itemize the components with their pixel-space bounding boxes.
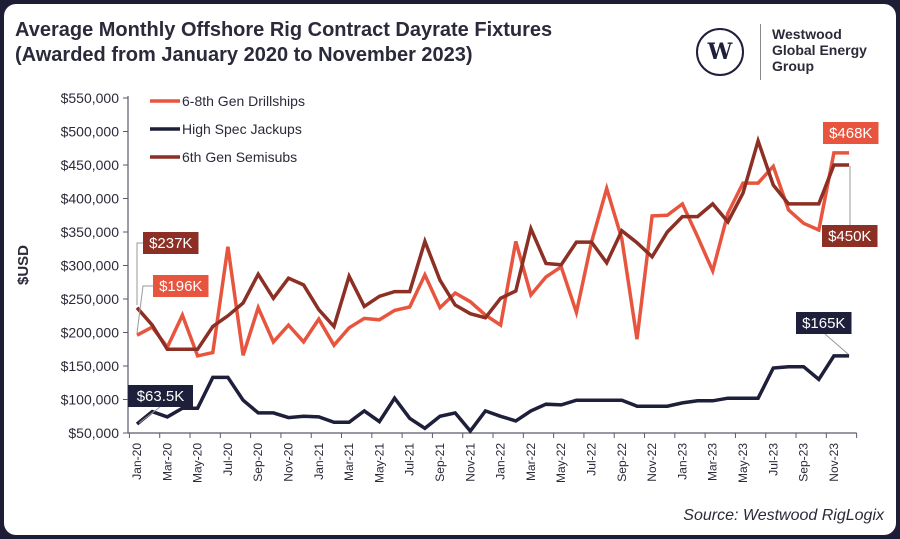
legend-label: High Spec Jackups [182, 121, 302, 137]
x-tick-label: Jul-20 [221, 443, 235, 476]
x-tick-label: Nov-20 [282, 443, 296, 482]
y-tick-label: $150,000 [61, 358, 120, 374]
annotation-leader [136, 242, 143, 305]
annotation-label: $63.5K [137, 388, 185, 405]
logo-text: Westwood Global Energy Group [772, 26, 867, 74]
logo-line-1: Westwood [772, 26, 842, 42]
annotation-box [822, 225, 878, 247]
x-tick-label: Sep-20 [251, 443, 265, 482]
y-tick-label: $50,000 [68, 425, 119, 441]
x-tick-label: Mar-21 [342, 443, 356, 481]
x-tick-label: Mar-22 [524, 443, 538, 481]
x-tick-label: May-23 [736, 443, 750, 483]
x-tick-label: May-21 [372, 443, 386, 483]
logo-mark: W [707, 39, 733, 65]
westwood-logo: W Westwood Global Energy Group [692, 22, 892, 82]
annotation-label: $468K [829, 125, 872, 142]
x-tick-label: Mar-20 [160, 443, 174, 481]
y-tick-label: $500,000 [61, 124, 120, 140]
annotation-box [153, 275, 209, 297]
annotation-leader [138, 406, 161, 424]
logo-line-2: Global Energy [772, 42, 867, 58]
annotation-label: $237K [149, 235, 192, 252]
annotation-label: $196K [159, 278, 202, 295]
x-tick-label: Jul-21 [403, 443, 417, 476]
x-tick-label: Jul-22 [585, 443, 599, 476]
chart-panel [4, 4, 896, 535]
x-tick-label: Jan-23 [675, 443, 689, 480]
series-line-1 [135, 354, 850, 434]
x-tick-label: Sep-21 [433, 443, 447, 482]
x-tick-label: Sep-23 [797, 443, 811, 482]
title-line-1: Average Monthly Offshore Rig Contract Da… [15, 19, 553, 41]
annotation-leader [824, 333, 849, 355]
annotation-box [796, 312, 852, 334]
annotation-box [143, 232, 199, 254]
annotation-leader [136, 285, 153, 334]
legend-label: 6-8th Gen Drillships [182, 93, 305, 109]
x-tick-label: Nov-22 [645, 443, 659, 482]
annotation-label: $450K [828, 228, 871, 245]
y-tick-label: $550,000 [61, 90, 120, 106]
title-line-2: (Awarded from January 2020 to November 2… [15, 44, 473, 66]
x-tick-label: Jan-22 [494, 443, 508, 480]
series-line-0 [136, 151, 850, 358]
annotation-label: $165K [802, 315, 845, 332]
logo-divider [760, 24, 761, 80]
x-tick-label: Mar-23 [706, 443, 720, 481]
series-line-2 [135, 135, 850, 352]
logo-line-3: Group [772, 58, 814, 74]
x-tick-label: Jan-21 [312, 443, 326, 480]
source-note: Source: Westwood RigLogix [683, 507, 884, 524]
y-tick-label: $100,000 [61, 392, 120, 408]
y-tick-label: $400,000 [61, 191, 120, 207]
x-tick-label: Jul-23 [766, 443, 780, 476]
x-tick-label: May-22 [554, 443, 568, 483]
y-tick-label: $250,000 [61, 291, 120, 307]
x-tick-label: Sep-22 [615, 443, 629, 482]
chart-title: Average Monthly Offshore Rig Contract Da… [15, 18, 552, 68]
x-tick-label: Nov-23 [827, 443, 841, 482]
annotation-box [823, 122, 879, 144]
y-tick-label: $300,000 [61, 258, 120, 274]
y-tick-label: $200,000 [61, 325, 120, 341]
annotation-box [128, 385, 193, 407]
logo-w-icon: W [696, 28, 744, 76]
legend-label: 6th Gen Semisubs [182, 149, 297, 165]
y-tick-label: $350,000 [61, 224, 120, 240]
y-tick-label: $450,000 [61, 157, 120, 173]
x-tick-label: May-20 [191, 443, 205, 483]
y-axis-label: $USD [15, 245, 32, 285]
x-tick-label: Jan-20 [130, 443, 144, 480]
x-tick-label: Nov-21 [463, 443, 477, 482]
